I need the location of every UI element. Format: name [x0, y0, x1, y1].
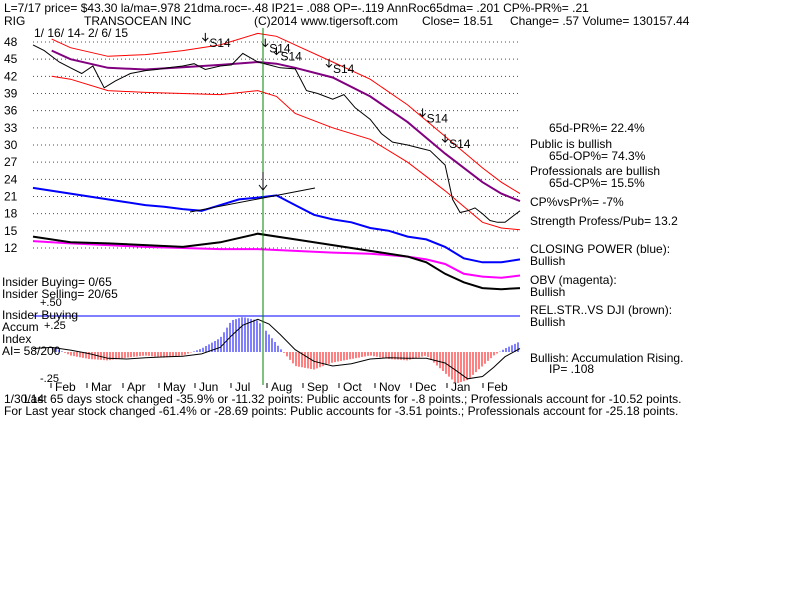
sell-arrow-icon	[419, 108, 426, 118]
y-tick-label: 45	[4, 52, 18, 66]
upper-band-line	[51, 32, 521, 195]
down-arrow-icon	[258, 172, 268, 191]
sell-signal-label: S14	[427, 111, 449, 125]
x-tick-label: Apr	[127, 380, 146, 394]
professionals-status: Professionals are bullish	[530, 164, 661, 178]
company-name: TRANSOCEAN INC	[84, 14, 192, 28]
footer-date: 1/30/14	[4, 392, 45, 406]
strength-stat: Strength Profess/Pub= 13.2	[530, 214, 678, 228]
y-tick-label: 12	[4, 241, 18, 255]
x-tick-label: Sep	[307, 380, 329, 394]
x-tick-label: Feb	[55, 380, 76, 394]
sell-signal-label: S14	[281, 50, 303, 64]
y-tick-label: 48	[4, 35, 18, 49]
cp-stat: 65d-CP%= 15.5%	[549, 176, 645, 190]
x-tick-label: Oct	[343, 380, 362, 394]
y-tick-label: 15	[4, 224, 18, 238]
closing-power-line	[32, 186, 521, 264]
op-stat: 65d-OP%= 74.3%	[549, 149, 646, 163]
ip-stat: IP= .108	[549, 362, 595, 376]
footer-line-2: For Last year stock changed -61.4% or -2…	[4, 404, 679, 418]
change-volume: Change= .57 Volume= 130157.44	[510, 14, 690, 28]
y-tick-label: 36	[4, 104, 18, 118]
accum-average-line	[32, 318, 521, 380]
relstr-label: REL.STR..VS DJI (brown):	[530, 303, 673, 317]
y-tick-label: 42	[4, 69, 18, 83]
y-tick-label: 21	[4, 190, 18, 204]
accum-minus25: -.25	[40, 373, 59, 385]
x-tick-label: Dec	[415, 380, 436, 394]
price-line	[32, 44, 521, 223]
accum-label-3: Index	[2, 332, 32, 346]
sell-arrow-icon	[441, 134, 449, 143]
sell-arrow-icon	[201, 32, 209, 42]
y-tick-label: 18	[4, 207, 18, 221]
x-tick-label: Jan	[451, 380, 470, 394]
trend-line	[189, 187, 316, 213]
ticker: RIG	[4, 14, 26, 28]
closing-power-label: CLOSING POWER (blue):	[530, 242, 671, 256]
x-tick-label: Feb	[487, 380, 508, 394]
x-tick-label: Nov	[379, 380, 400, 394]
x-tick-label: Jun	[199, 380, 218, 394]
obv-label: OBV (magenta):	[530, 273, 617, 287]
accum-plus50: +.50	[40, 297, 62, 309]
y-tick-label: 33	[4, 121, 18, 135]
relstr-status: Bullish	[530, 315, 566, 329]
y-tick-label: 24	[4, 172, 18, 186]
tick-labels: 48 45 42 39 36 33 30 27 24 21 18 15 12 Feb Mar Apr May Ju…	[4, 35, 508, 394]
accum-plus25: +.25	[44, 320, 66, 332]
lower-band-line	[51, 75, 521, 231]
y-tick-label: 30	[4, 138, 18, 152]
grid-lines	[33, 41, 520, 388]
insider-selling: Insider Selling= 20/65	[2, 287, 118, 301]
obv-status: Bullish	[530, 285, 566, 299]
x-tick-label: May	[163, 380, 186, 394]
cpvspr-stat: CP%vsPr%= -7%	[530, 195, 624, 209]
obv-line	[32, 240, 521, 279]
y-tick-label: 39	[4, 87, 18, 101]
ai-stat: AI= 58/200	[2, 344, 61, 358]
accum-label-2: Accum	[2, 320, 39, 334]
accum-status: Bullish: Accumulation Rising.	[530, 351, 684, 365]
sell-signal-label: S14	[449, 137, 471, 151]
close-price: Close= 18.51	[422, 14, 494, 28]
y-tick-label: 27	[4, 155, 18, 169]
sell-arrow-icon	[273, 46, 280, 56]
sell-signal-label: S14	[209, 36, 231, 50]
pr-stat: 65d-PR%= 22.4%	[549, 121, 645, 135]
public-status: Public is bullish	[530, 137, 613, 151]
ma65-line	[51, 49, 521, 203]
header-line: L=7/17 price= $43.30 la/ma=.978 21dma.ro…	[4, 1, 589, 15]
x-tick-label: Aug	[271, 380, 292, 394]
series-group	[32, 32, 521, 383]
copyright: (C)2014 www.tigersoft.com	[254, 14, 399, 28]
footer-line-1: Last 65 days stock changed -35.9% or -11…	[24, 392, 682, 406]
sell-signal-label: S14	[333, 62, 355, 76]
x-tick-label: Mar	[91, 380, 112, 394]
insider-buying: Insider Buying= 0/65	[2, 275, 112, 289]
relstr-line	[32, 232, 521, 291]
closing-power-status: Bullish	[530, 254, 566, 268]
accum-label-1: Insider Buying	[2, 308, 79, 322]
x-tick-label: Jul	[235, 380, 250, 394]
sell-arrow-icon	[261, 38, 269, 48]
date-range: 1/ 16/ 14- 2/ 6/ 15	[34, 26, 129, 40]
sell-arrow-icon	[325, 59, 333, 68]
